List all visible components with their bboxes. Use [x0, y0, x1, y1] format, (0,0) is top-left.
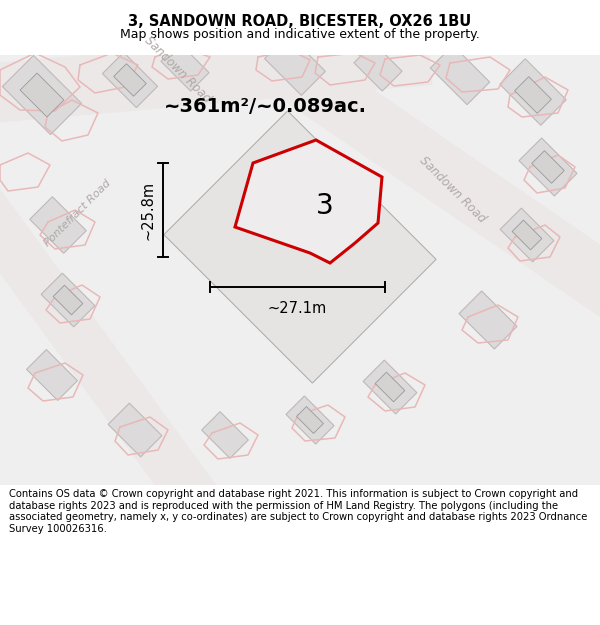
Text: ~27.1m: ~27.1m	[268, 301, 327, 316]
Polygon shape	[202, 412, 248, 458]
Text: Sandown Road: Sandown Road	[417, 154, 489, 226]
Polygon shape	[114, 64, 146, 96]
Polygon shape	[30, 197, 86, 253]
Text: Sandown Road: Sandown Road	[142, 34, 214, 106]
Text: ~25.8m: ~25.8m	[140, 181, 155, 239]
Polygon shape	[296, 407, 323, 433]
Polygon shape	[354, 43, 402, 91]
Text: Map shows position and indicative extent of the property.: Map shows position and indicative extent…	[120, 28, 480, 41]
Text: Pontefract Road: Pontefract Road	[43, 177, 113, 248]
Polygon shape	[375, 372, 405, 402]
Polygon shape	[41, 273, 95, 327]
Polygon shape	[0, 175, 220, 520]
Polygon shape	[235, 140, 382, 263]
Polygon shape	[363, 360, 417, 414]
Text: Contains OS data © Crown copyright and database right 2021. This information is : Contains OS data © Crown copyright and d…	[9, 489, 587, 534]
Polygon shape	[20, 73, 64, 117]
Text: ~361m²/~0.089ac.: ~361m²/~0.089ac.	[163, 98, 367, 116]
Text: 3, SANDOWN ROAD, BICESTER, OX26 1BU: 3, SANDOWN ROAD, BICESTER, OX26 1BU	[128, 14, 472, 29]
Polygon shape	[108, 403, 162, 457]
Polygon shape	[500, 59, 566, 125]
Polygon shape	[500, 208, 554, 262]
Polygon shape	[519, 138, 577, 196]
Polygon shape	[2, 56, 82, 134]
Polygon shape	[430, 45, 490, 105]
Polygon shape	[532, 151, 564, 183]
Polygon shape	[253, 30, 600, 340]
Polygon shape	[161, 43, 209, 91]
Polygon shape	[53, 285, 83, 315]
Polygon shape	[103, 52, 158, 107]
Polygon shape	[515, 77, 551, 113]
Polygon shape	[512, 220, 542, 250]
Text: 3: 3	[316, 192, 334, 220]
Polygon shape	[265, 34, 325, 96]
Polygon shape	[459, 291, 517, 349]
Polygon shape	[0, 25, 433, 125]
Polygon shape	[286, 396, 334, 444]
Polygon shape	[26, 349, 77, 401]
Polygon shape	[164, 111, 436, 383]
